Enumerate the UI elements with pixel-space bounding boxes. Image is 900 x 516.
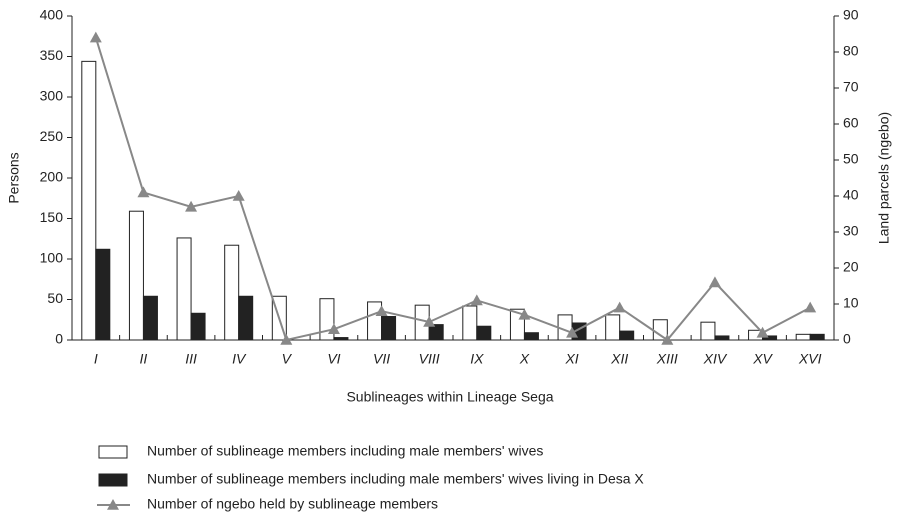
bar — [619, 330, 635, 341]
x-tick-label: VII — [373, 351, 390, 367]
legend-swatch — [98, 445, 128, 459]
y2-tick-label: 20 — [843, 259, 859, 275]
x-tick-label: XII — [610, 351, 628, 367]
bar — [809, 333, 825, 341]
bar — [128, 210, 144, 341]
y2-tick-label: 90 — [843, 7, 859, 23]
x-tick-label: III — [185, 351, 197, 367]
bar — [367, 301, 383, 341]
x-tick-label: VI — [327, 351, 340, 367]
marker — [375, 305, 388, 316]
marker — [804, 301, 817, 313]
x-tick-label: V — [282, 351, 293, 367]
y-tick-label: 50 — [47, 290, 63, 306]
y-tick-label: 350 — [40, 47, 64, 63]
marker — [518, 308, 531, 320]
marker — [185, 200, 198, 212]
y-tick-label: 300 — [40, 88, 64, 104]
bar — [795, 333, 811, 341]
bar — [476, 325, 492, 341]
x-tick-label: XVI — [798, 351, 822, 367]
bar — [190, 312, 206, 341]
legend-marker — [107, 499, 119, 510]
y2-tick-label: 30 — [843, 223, 859, 239]
bar — [762, 335, 778, 341]
y2-tick-label: 60 — [843, 115, 859, 131]
marker — [423, 316, 436, 327]
y2-tick-label: 80 — [843, 43, 859, 59]
line — [94, 37, 811, 342]
bar — [462, 305, 478, 341]
x-tick-label: XIII — [656, 351, 678, 367]
y-tick-label: 0 — [55, 331, 63, 347]
marker — [280, 334, 293, 345]
y-tick-label: 200 — [40, 169, 64, 185]
y2-tick-label: 10 — [843, 295, 859, 311]
x-tick-label: XI — [564, 351, 578, 367]
marker — [232, 190, 245, 201]
y2-axis-label: Land parcels (ngebo) — [876, 112, 892, 244]
y-tick-label: 400 — [40, 7, 64, 23]
y-tick-label: 100 — [40, 250, 64, 266]
bar — [428, 324, 444, 341]
bar — [714, 335, 730, 341]
legend-label: Number of sublineage members including m… — [147, 471, 644, 487]
bar — [652, 319, 668, 341]
x-tick-label: IV — [232, 351, 247, 367]
bar — [95, 248, 111, 341]
legend-label: Number of ngebo held by sublineage membe… — [147, 496, 438, 512]
marker — [137, 186, 150, 198]
marker — [470, 294, 483, 306]
x-tick-label: I — [94, 351, 98, 367]
y-tick-label: 150 — [40, 209, 64, 225]
y2-tick-label: 70 — [843, 79, 859, 95]
marker — [661, 334, 674, 345]
marker — [708, 276, 721, 288]
x-tick-label: X — [519, 351, 530, 367]
y2-tick-label: 0 — [843, 331, 851, 347]
y-axis-label: Persons — [6, 152, 22, 203]
bar — [238, 295, 254, 341]
marker — [756, 326, 769, 338]
bar — [176, 237, 192, 341]
x-tick-label: XV — [752, 351, 773, 367]
y2-tick-label: 40 — [843, 187, 859, 203]
bar — [523, 332, 539, 341]
bar — [224, 244, 240, 341]
x-axis-label: Sublineages within Lineage Sega — [346, 389, 553, 405]
marker — [327, 323, 340, 334]
x-tick-label: II — [140, 351, 148, 367]
x-tick-label: VIII — [419, 351, 440, 367]
x-tick-label: IX — [470, 351, 484, 367]
marker — [89, 31, 102, 43]
x-tick-label: XIV — [703, 351, 728, 367]
marker — [613, 301, 626, 313]
legend-label: Number of sublineage members including m… — [147, 443, 543, 459]
marker — [566, 326, 579, 338]
bar — [333, 337, 349, 341]
bar — [605, 314, 621, 341]
bar — [142, 295, 158, 341]
y-tick-label: 250 — [40, 128, 64, 144]
bar — [381, 316, 397, 341]
bar — [700, 321, 716, 341]
y2-tick-label: 50 — [843, 151, 859, 167]
bar — [81, 60, 97, 341]
legend-swatch — [98, 473, 128, 487]
